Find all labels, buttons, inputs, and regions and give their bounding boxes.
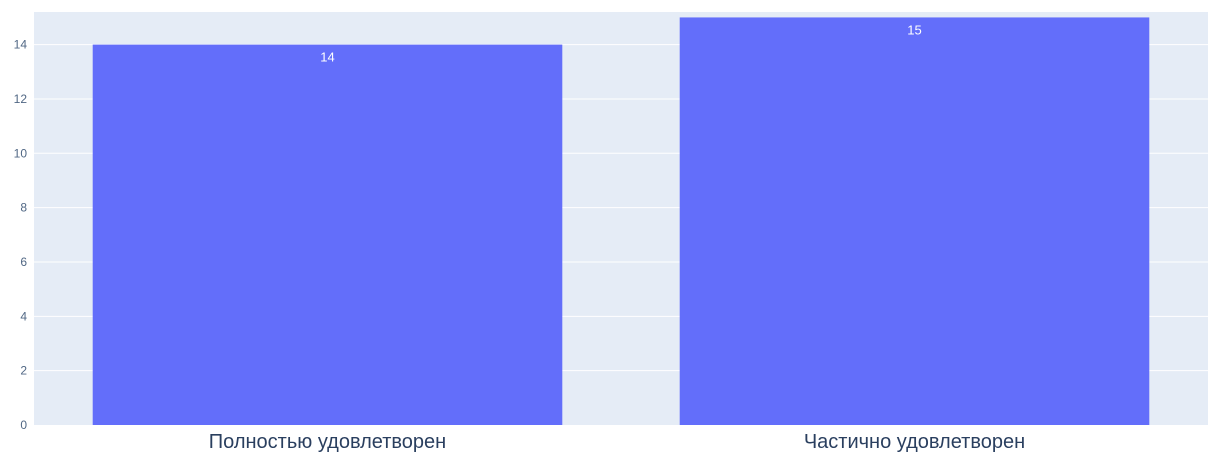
y-tick-label: 2 (20, 364, 27, 378)
bar-value-label: 15 (907, 22, 921, 37)
y-tick-label: 14 (14, 38, 28, 52)
bars (92, 17, 1150, 426)
y-tick-label: 12 (14, 92, 28, 106)
y-tick-label: 0 (20, 418, 27, 432)
data-labels: 14 15 (320, 22, 921, 64)
bar (92, 44, 563, 426)
bar-value-label: 14 (320, 50, 334, 65)
y-tick-label: 6 (20, 255, 27, 269)
y-tick-label: 4 (20, 309, 27, 323)
x-axis-categories: Полностью удовлетворен Частично удовлетво… (209, 431, 1025, 453)
x-category-label: Полностью удовлетворен (209, 431, 446, 453)
y-tick-label: 8 (20, 201, 27, 215)
y-tick-label: 10 (14, 146, 28, 160)
x-category-label: Частично удовлетворен (804, 431, 1025, 453)
bar (679, 17, 1150, 426)
y-axis-ticks: 0 2 4 6 8 10 12 14 (14, 38, 28, 432)
